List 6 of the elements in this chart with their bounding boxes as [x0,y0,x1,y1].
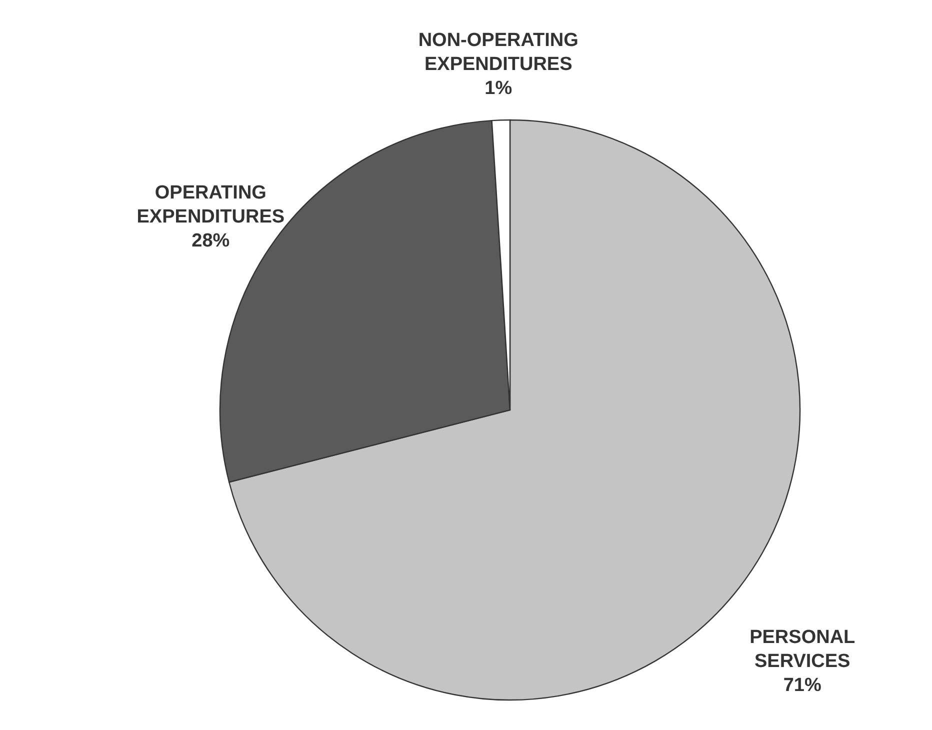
slice-label: NON-OPERATING EXPENDITURES [418,30,578,76]
data-label: 1% [484,78,512,100]
slice-label: OPERATING EXPENDITURES [136,182,285,228]
data-label: 28% [192,230,230,252]
data-label: 71% [783,674,822,696]
slice-label: PERSONAL SERVICES [750,626,856,672]
